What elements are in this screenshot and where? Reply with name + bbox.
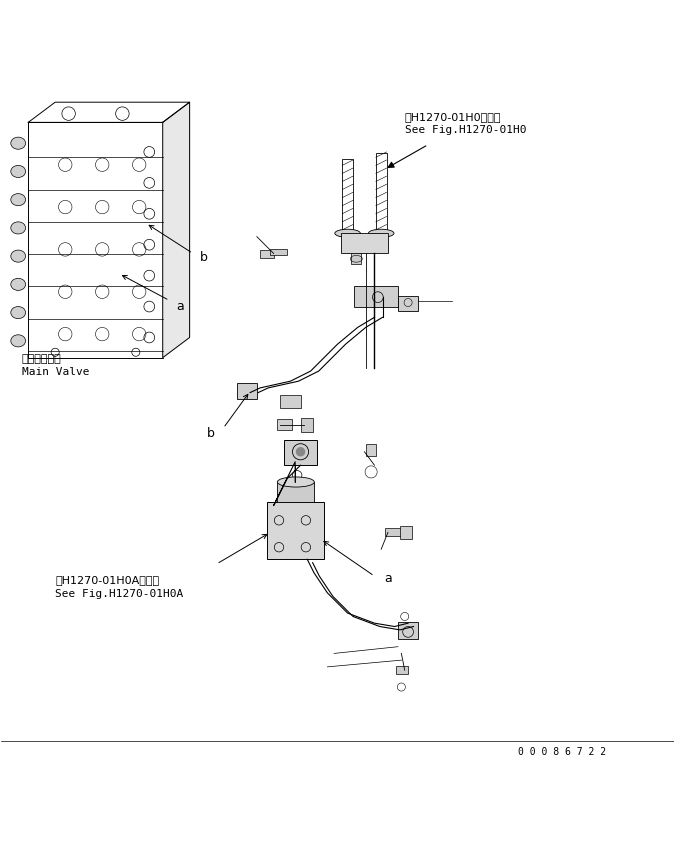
Text: 第H1270-01H0A図参照: 第H1270-01H0A図参照 <box>55 575 159 585</box>
Ellipse shape <box>369 230 394 238</box>
Text: 第H1270-01H0図参照: 第H1270-01H0図参照 <box>405 111 502 122</box>
Bar <box>385 528 405 536</box>
Text: メインバルブ: メインバルブ <box>22 354 61 363</box>
Bar <box>398 622 418 639</box>
Bar <box>237 384 256 400</box>
Bar <box>341 234 388 254</box>
Ellipse shape <box>11 194 26 207</box>
Text: a: a <box>176 300 184 312</box>
Ellipse shape <box>335 230 360 238</box>
Bar <box>28 123 163 358</box>
Bar <box>277 483 314 502</box>
Polygon shape <box>163 103 190 358</box>
Text: b: b <box>200 251 208 264</box>
Bar <box>260 251 273 259</box>
Ellipse shape <box>11 223 26 235</box>
Bar <box>284 440 317 466</box>
Bar <box>376 154 387 234</box>
Bar <box>351 254 361 264</box>
Bar <box>277 420 292 430</box>
Circle shape <box>296 448 304 457</box>
Text: a: a <box>385 571 392 584</box>
Bar <box>300 419 313 432</box>
Bar <box>354 286 398 308</box>
Text: Main Valve: Main Valve <box>22 366 89 376</box>
Text: b: b <box>207 426 215 439</box>
Text: See Fig.H1270-01H0A: See Fig.H1270-01H0A <box>55 588 184 598</box>
Ellipse shape <box>11 251 26 262</box>
Ellipse shape <box>11 166 26 178</box>
Bar <box>280 395 300 408</box>
Bar <box>267 502 324 560</box>
Ellipse shape <box>11 335 26 348</box>
Ellipse shape <box>11 279 26 291</box>
Bar <box>398 296 418 311</box>
Ellipse shape <box>11 138 26 150</box>
Bar <box>396 666 408 674</box>
Ellipse shape <box>277 478 315 488</box>
Bar <box>342 160 353 234</box>
Bar <box>367 444 377 457</box>
Bar <box>270 250 287 257</box>
Bar <box>400 526 412 539</box>
Ellipse shape <box>11 307 26 319</box>
Text: See Fig.H1270-01H0: See Fig.H1270-01H0 <box>405 125 526 135</box>
Text: 0 0 0 8 6 7 2 2: 0 0 0 8 6 7 2 2 <box>518 746 606 756</box>
